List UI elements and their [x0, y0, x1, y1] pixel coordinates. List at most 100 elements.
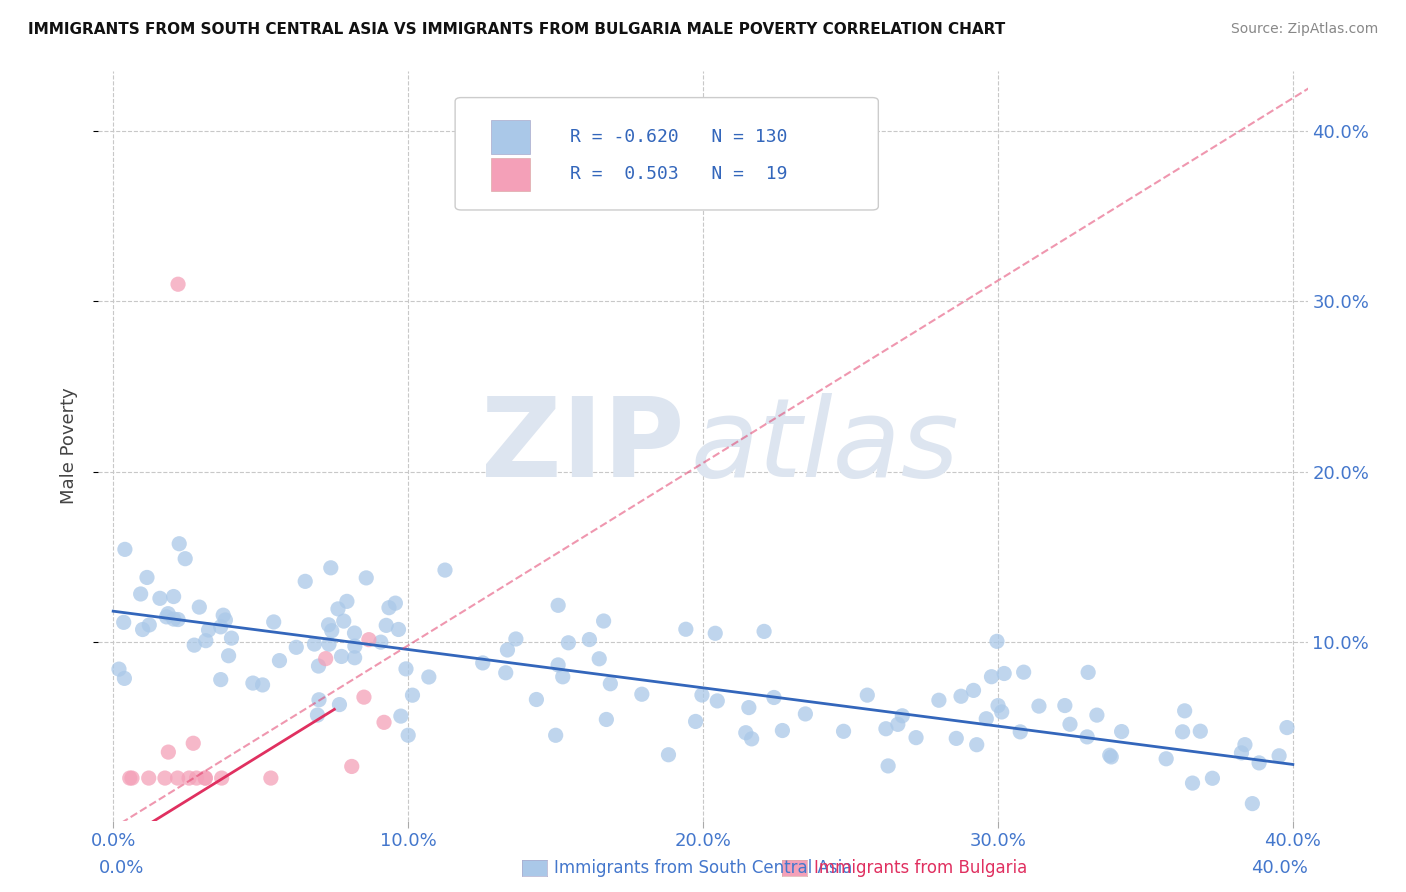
Point: [157, 607, 180, 621]
Point: [547, 599, 569, 613]
Point: [181, 736, 204, 750]
Point: [526, 692, 548, 706]
Text: R =  0.503   N =  19: R = 0.503 N = 19: [569, 165, 787, 184]
Point: [1010, 724, 1032, 739]
Point: [384, 596, 406, 610]
Point: [177, 771, 200, 785]
Point: [209, 673, 232, 687]
Point: [794, 706, 817, 721]
Point: [174, 551, 197, 566]
Point: [153, 771, 176, 785]
Point: [986, 634, 1008, 648]
Point: [974, 712, 997, 726]
Point: [557, 636, 579, 650]
Point: [1171, 724, 1194, 739]
Point: [163, 612, 186, 626]
Point: [471, 656, 494, 670]
Point: [752, 624, 775, 639]
Point: [167, 613, 190, 627]
Point: [166, 771, 188, 785]
Point: [875, 722, 897, 736]
Text: IMMIGRANTS FROM SOUTH CENTRAL ASIA VS IMMIGRANTS FROM BULGARIA MALE POVERTY CORR: IMMIGRANTS FROM SOUTH CENTRAL ASIA VS IM…: [28, 22, 1005, 37]
Point: [1174, 704, 1197, 718]
Point: [675, 622, 697, 636]
Point: [1233, 738, 1256, 752]
Point: [547, 657, 569, 672]
Point: [183, 638, 205, 652]
Point: [167, 537, 190, 551]
Point: [1189, 724, 1212, 739]
Point: [242, 676, 264, 690]
Point: [285, 640, 308, 655]
Point: [395, 662, 418, 676]
Point: [1249, 756, 1271, 770]
Point: [136, 570, 159, 584]
Point: [595, 713, 617, 727]
Point: [149, 591, 172, 606]
Point: [318, 617, 340, 632]
Point: [544, 728, 567, 742]
Point: [330, 649, 353, 664]
Point: [592, 614, 614, 628]
Point: [630, 687, 652, 701]
Point: [887, 717, 910, 731]
Point: [685, 714, 707, 729]
Point: [1085, 708, 1108, 723]
Point: [738, 700, 761, 714]
Y-axis label: Male Poverty: Male Poverty: [59, 388, 77, 504]
Point: [905, 731, 928, 745]
Point: [588, 652, 610, 666]
Point: [155, 610, 177, 624]
Point: [370, 635, 392, 649]
Point: [987, 698, 1010, 713]
Point: [1111, 724, 1133, 739]
Point: [1099, 750, 1122, 764]
Point: [704, 626, 727, 640]
Point: [343, 639, 366, 653]
Point: [734, 725, 756, 739]
Point: [505, 632, 527, 646]
Point: [1241, 797, 1264, 811]
Point: [308, 693, 330, 707]
Point: [307, 708, 329, 723]
Point: [928, 693, 950, 707]
Point: [340, 759, 363, 773]
Point: [770, 723, 793, 738]
Point: [877, 759, 900, 773]
Point: [1028, 699, 1050, 714]
Point: [214, 613, 236, 627]
Point: [138, 618, 160, 632]
Point: [221, 631, 243, 645]
Point: [706, 694, 728, 708]
Point: [129, 587, 152, 601]
FancyBboxPatch shape: [456, 97, 879, 210]
Point: [657, 747, 679, 762]
Point: [211, 771, 233, 785]
Point: [112, 615, 135, 630]
Point: [336, 594, 359, 608]
Text: R = -0.620   N = 130: R = -0.620 N = 130: [569, 128, 787, 146]
Point: [762, 690, 785, 705]
Point: [138, 771, 160, 785]
Point: [856, 688, 879, 702]
Point: [260, 771, 283, 785]
Point: [1077, 665, 1099, 680]
Point: [333, 614, 356, 628]
Point: [1098, 748, 1121, 763]
Text: atlas: atlas: [690, 392, 959, 500]
Point: [118, 771, 141, 785]
Point: [218, 648, 240, 663]
Point: [162, 590, 184, 604]
Point: [378, 600, 401, 615]
Point: [375, 618, 398, 632]
Point: [167, 277, 190, 292]
Point: [112, 672, 135, 686]
Point: [599, 677, 621, 691]
Point: [373, 715, 395, 730]
Text: ZIP: ZIP: [481, 392, 685, 500]
Point: [328, 698, 350, 712]
Point: [1059, 717, 1081, 731]
Point: [389, 709, 412, 723]
Point: [319, 561, 342, 575]
Point: [269, 654, 291, 668]
